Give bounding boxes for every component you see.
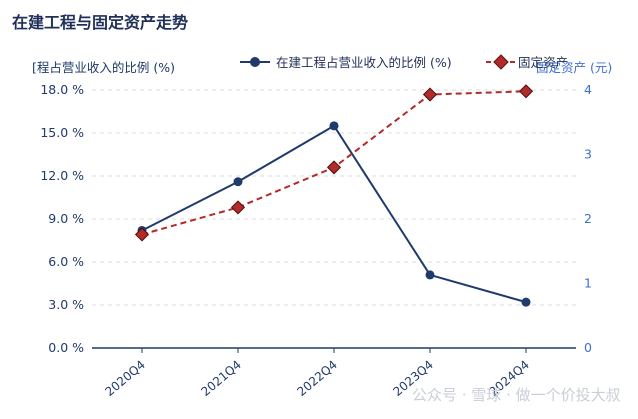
data-point	[329, 121, 339, 131]
legend-marker-ratio	[250, 57, 260, 67]
legend-label-assets: 固定资产	[518, 55, 568, 70]
left-tick-label: 18.0 %	[40, 82, 84, 97]
chart-title: 在建工程与固定资产走势	[12, 13, 188, 32]
grid-lines	[92, 89, 576, 306]
left-tick-label: 12.0 %	[40, 168, 84, 183]
legend-marker-assets	[493, 54, 509, 70]
right-tick-label: 3	[584, 147, 592, 162]
right-tick-label: 0	[584, 340, 592, 355]
data-point	[521, 297, 531, 307]
left-tick-label: 6.0 %	[48, 254, 84, 269]
data-point	[233, 177, 243, 187]
legend: 在建工程占营业收入的比例 (%) 固定资产	[240, 54, 568, 70]
right-tick-label: 4	[584, 82, 592, 97]
data-point	[518, 84, 534, 99]
x-tick-label: 2020Q4	[102, 358, 147, 399]
watermark-text: 公众号 · 雪球 · 做一个价投大叔	[412, 386, 621, 404]
series-layer	[134, 84, 534, 307]
right-tick-label: 2	[584, 211, 592, 226]
left-axis-ticks: 0.0 % 3.0 % 6.0 % 9.0 % 12.0 % 15.0 % 18.0 %	[40, 82, 84, 355]
right-axis-ticks: 0 1 2 3 4	[584, 82, 592, 355]
data-point	[326, 160, 342, 175]
left-tick-label: 9.0 %	[48, 211, 84, 226]
series-line-0	[141, 124, 527, 304]
legend-label-ratio: 在建工程占营业收入的比例 (%)	[276, 55, 452, 70]
left-axis-label: [程占营业收入的比例 (%)	[32, 60, 175, 75]
data-point	[134, 227, 150, 242]
x-tick-label: 2022Q4	[294, 358, 339, 399]
right-tick-label: 1	[584, 276, 592, 291]
data-point	[422, 87, 438, 102]
right-axis-label: 固定资产 (元)	[536, 60, 612, 75]
data-point	[230, 200, 246, 215]
x-tick-label: 2021Q4	[198, 358, 243, 399]
left-tick-label: 0.0 %	[48, 340, 84, 355]
left-tick-label: 15.0 %	[40, 125, 84, 140]
data-point	[425, 270, 435, 280]
left-tick-label: 3.0 %	[48, 297, 84, 312]
